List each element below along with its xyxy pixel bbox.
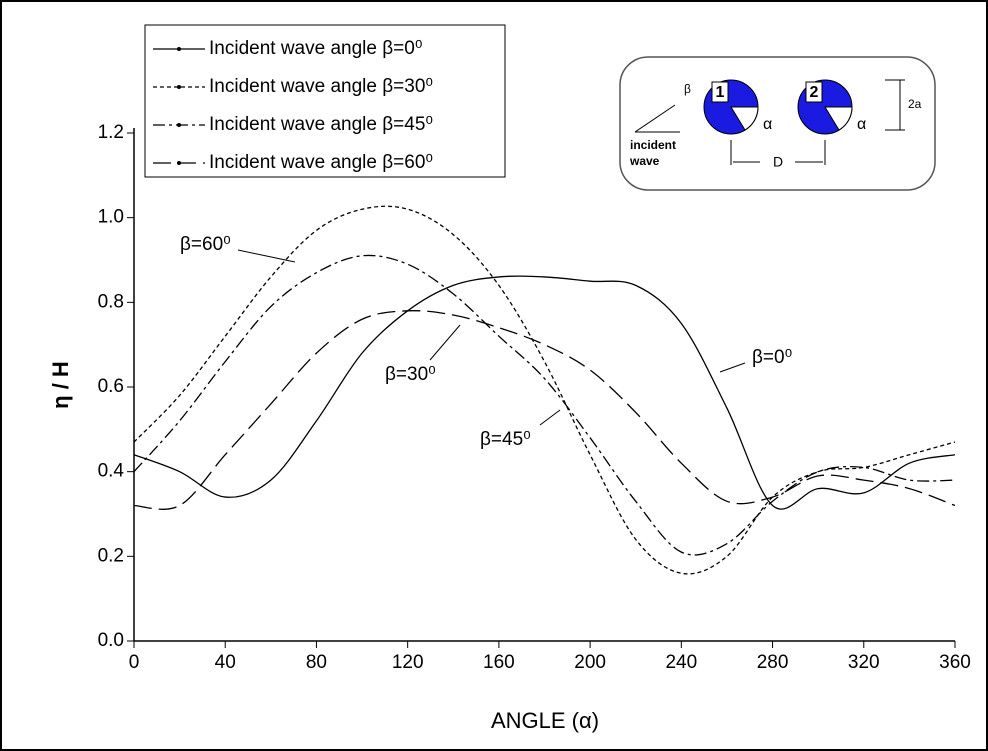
legend-marker xyxy=(177,47,181,51)
y-tick-label: 0.0 xyxy=(98,630,124,651)
x-tick-label: 320 xyxy=(848,652,880,673)
annotation: β=45⁰ xyxy=(480,429,531,450)
inset-label: 2 xyxy=(810,84,819,101)
x-tick-label: 80 xyxy=(306,652,327,673)
annotation: β=0⁰ xyxy=(752,347,792,368)
inset-label: incident xyxy=(630,138,676,152)
x-tick-label: 240 xyxy=(665,652,697,673)
annotation-leader xyxy=(237,249,296,263)
series-line xyxy=(133,275,956,510)
annotation-leader xyxy=(429,324,461,361)
annotation: β=30⁰ xyxy=(385,364,436,385)
legend-label: Incident wave angle β=45⁰ xyxy=(209,114,433,135)
y-tick-label: 1.2 xyxy=(98,122,124,143)
x-tick-label: 120 xyxy=(392,652,424,673)
inset-label: α xyxy=(857,116,866,133)
legend-label: Incident wave angle β=0⁰ xyxy=(209,38,422,59)
annotation-leader xyxy=(539,409,561,426)
series-line xyxy=(133,254,956,556)
inset-label: wave xyxy=(629,154,660,168)
x-tick-label: 160 xyxy=(483,652,515,673)
inset-diagram: β 1 2 α α incident wave D 2a xyxy=(619,56,936,191)
wave-arrow xyxy=(634,104,676,133)
legend-marker xyxy=(177,161,181,165)
series-line xyxy=(133,310,956,510)
y-tick-label: 1.0 xyxy=(98,207,124,228)
x-tick-label: 200 xyxy=(574,652,606,673)
inset-label: D xyxy=(773,154,783,170)
cylinder-cut xyxy=(824,106,853,131)
legend-box xyxy=(144,24,506,178)
inset-label: β xyxy=(684,82,691,96)
x-axis-title: ANGLE (α) xyxy=(491,708,599,733)
annotation: β=60⁰ xyxy=(180,234,231,255)
y-axis-title: η / H xyxy=(48,361,73,409)
legend-label: Incident wave angle β=60⁰ xyxy=(209,152,433,173)
y-tick-label: 0.2 xyxy=(98,545,124,566)
inset-label: 2a xyxy=(908,97,922,111)
legend-marker xyxy=(177,85,181,89)
x-tick-label: 360 xyxy=(939,652,971,673)
legend-marker xyxy=(177,123,181,127)
inset-label: α xyxy=(763,116,772,133)
x-tick-label: 0 xyxy=(129,652,140,673)
annotation-leader xyxy=(719,362,746,373)
x-tick-label: 280 xyxy=(757,652,789,673)
y-tick-label: 0.8 xyxy=(98,291,124,312)
inset-label: 1 xyxy=(716,84,725,101)
x-tick-label: 40 xyxy=(215,652,236,673)
y-tick-label: 0.6 xyxy=(98,376,124,397)
cylinder-cut xyxy=(730,106,759,131)
legend-label: Incident wave angle β=30⁰ xyxy=(209,76,433,97)
inset-box xyxy=(619,56,936,191)
y-tick-label: 0.4 xyxy=(98,461,125,482)
